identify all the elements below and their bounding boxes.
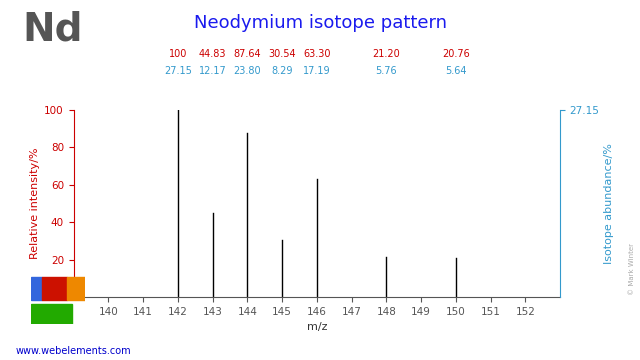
Text: Neodymium isotope pattern: Neodymium isotope pattern [193,14,447,32]
Text: 23.80: 23.80 [234,66,261,76]
Text: 5.76: 5.76 [376,66,397,76]
Text: 21.20: 21.20 [372,49,400,59]
Text: 63.30: 63.30 [303,49,330,59]
Text: www.webelements.com: www.webelements.com [16,346,132,356]
Text: 30.54: 30.54 [268,49,296,59]
Text: 17.19: 17.19 [303,66,331,76]
Text: 20.76: 20.76 [442,49,470,59]
Y-axis label: Isotope abundance/%: Isotope abundance/% [604,143,614,264]
Bar [31,304,72,324]
Text: 87.64: 87.64 [234,49,261,59]
X-axis label: m/z: m/z [307,322,327,332]
Text: © Mark Winter: © Mark Winter [629,243,635,295]
Text: 8.29: 8.29 [271,66,293,76]
Bar [42,277,67,301]
Text: 5.64: 5.64 [445,66,467,76]
Y-axis label: Relative intensity/%: Relative intensity/% [30,148,40,259]
Text: Nd: Nd [22,11,83,49]
Text: 12.17: 12.17 [198,66,227,76]
Text: 100: 100 [169,49,187,59]
Bar [31,277,42,301]
Text: 27.15: 27.15 [164,66,192,76]
Text: 44.83: 44.83 [199,49,227,59]
Bar [67,277,85,301]
